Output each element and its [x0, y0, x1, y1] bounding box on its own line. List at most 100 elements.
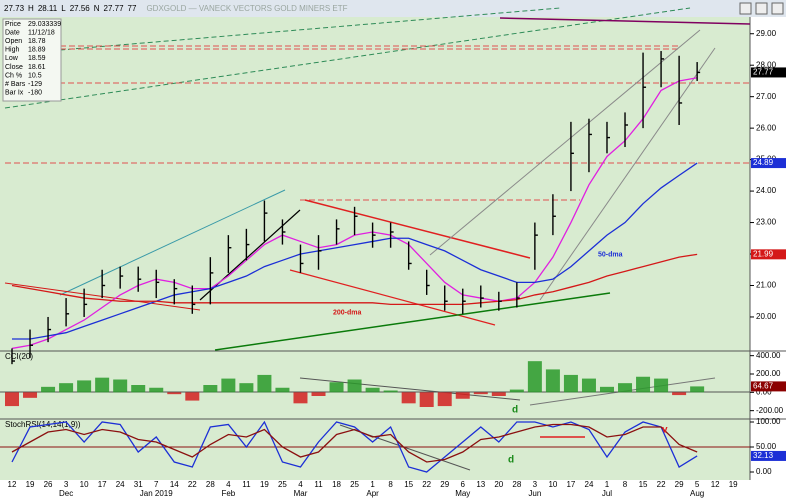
cci-bar — [131, 385, 146, 393]
cci-bar — [95, 377, 110, 393]
x-tick-label: 12 — [8, 480, 17, 489]
x-month-label: Aug — [690, 489, 704, 498]
y-tick-label: 50.00 — [756, 442, 777, 451]
cci-bar — [618, 383, 633, 393]
x-tick-label: 12 — [711, 480, 720, 489]
cci-bar — [203, 385, 218, 393]
y-tick-label: 21.00 — [756, 281, 777, 290]
cci-bar — [59, 383, 74, 393]
x-tick-label: 15 — [639, 480, 648, 489]
info-label: Price — [5, 21, 21, 28]
cci-bar — [599, 386, 614, 393]
x-tick-label: 24 — [116, 480, 125, 489]
x-tick-label: 22 — [422, 480, 431, 489]
annotation: v — [662, 425, 668, 436]
window-buttons[interactable] — [739, 2, 784, 15]
cci-bar — [41, 386, 56, 393]
x-tick-label: 10 — [548, 480, 557, 489]
info-value: 11/12/18 — [28, 29, 55, 36]
value-tag — [751, 67, 786, 78]
annotation: d — [512, 405, 518, 416]
x-tick-label: 8 — [388, 480, 393, 489]
x-tick-label: 10 — [80, 480, 89, 489]
value-tag-label: 27.77 — [753, 68, 774, 77]
info-value: -129 — [28, 81, 42, 88]
y-tick-label: 29.00 — [756, 29, 777, 38]
x-month-label: Dec — [59, 489, 73, 498]
trend-lines — [0, 7, 751, 471]
minimize-button[interactable] — [739, 2, 752, 15]
trend-line — [4, 7, 691, 109]
y-tick-label: 27.00 — [756, 92, 777, 101]
cci-bar — [545, 369, 560, 393]
quote-field: 27.73 — [4, 4, 25, 13]
info-label: # Bars — [5, 81, 26, 88]
trend-line — [304, 199, 531, 259]
x-month-label: Feb — [221, 489, 235, 498]
x-tick-label: 18 — [332, 480, 341, 489]
x-tick-label: 4 — [226, 480, 231, 489]
x-tick-label: 13 — [476, 480, 485, 489]
quote-field: 27.56 — [70, 4, 91, 13]
cci-bar — [401, 392, 416, 404]
y-tick-label: 24.00 — [756, 186, 777, 195]
info-label: Low — [5, 55, 19, 62]
close-button[interactable] — [771, 2, 784, 15]
stoch-line — [11, 423, 698, 463]
info-value: -180 — [28, 90, 42, 97]
info-value: 29.033339 — [28, 21, 61, 28]
maximize-button[interactable] — [755, 2, 768, 15]
x-tick-label: 31 — [134, 480, 143, 489]
toolbar — [0, 0, 786, 17]
cci-bar — [654, 378, 669, 393]
x-tick-label: 3 — [64, 480, 69, 489]
cci-bar — [23, 392, 38, 398]
info-label: Bar Ix — [5, 90, 24, 97]
trend-line — [59, 189, 286, 296]
series-label: 50-dma — [598, 251, 623, 258]
info-label: Close — [5, 64, 23, 71]
cci-bar — [257, 374, 272, 393]
x-tick-label: 1 — [370, 480, 375, 489]
trend-line — [289, 269, 496, 326]
quote-field: 77 — [128, 4, 137, 13]
value-tag-label: 24.89 — [753, 158, 774, 167]
x-month-label: Jan 2019 — [140, 489, 173, 498]
x-tick-label: 20 — [494, 480, 503, 489]
trend-line — [499, 17, 751, 25]
x-axis-bg — [0, 480, 786, 499]
x-month-label: Jul — [602, 489, 612, 498]
cci-bar — [329, 382, 344, 393]
value-tag — [751, 381, 786, 392]
y-tick-label: 100.00 — [756, 417, 781, 426]
x-tick-label: 29 — [675, 480, 684, 489]
y-tick-label: -200.00 — [756, 406, 784, 415]
info-value: 18.59 — [28, 55, 46, 62]
y-tick-label: 0.00 — [756, 387, 772, 396]
trend-line — [299, 377, 521, 401]
x-tick-label: 3 — [533, 480, 538, 489]
x-tick-label: 28 — [512, 480, 521, 489]
chart-title: GDXGOLD — VANECK VECTORS GOLD MINERS ETF — [146, 4, 347, 13]
x-tick-label: 1 — [605, 480, 610, 489]
cci-bar — [672, 392, 687, 396]
x-tick-label: 11 — [314, 480, 323, 489]
x-tick-label: 26 — [44, 480, 53, 489]
cci-bar — [185, 392, 200, 401]
cci-bar — [473, 392, 488, 395]
x-tick-label: 19 — [26, 480, 35, 489]
cci-bar — [563, 374, 578, 393]
x-tick-label: 24 — [585, 480, 594, 489]
quote-field: 27.77 — [104, 4, 125, 13]
x-tick-label: 17 — [98, 480, 107, 489]
info-label: Ch % — [5, 72, 22, 79]
cci-bar — [581, 378, 596, 393]
info-value: 18.89 — [28, 47, 46, 54]
x-tick-label: 22 — [657, 480, 666, 489]
cci-bar — [491, 392, 506, 396]
annotation: d — [508, 455, 514, 466]
value-tag-label: 64.67 — [753, 382, 774, 391]
x-tick-label: 25 — [278, 480, 287, 489]
channel-line — [429, 29, 701, 256]
